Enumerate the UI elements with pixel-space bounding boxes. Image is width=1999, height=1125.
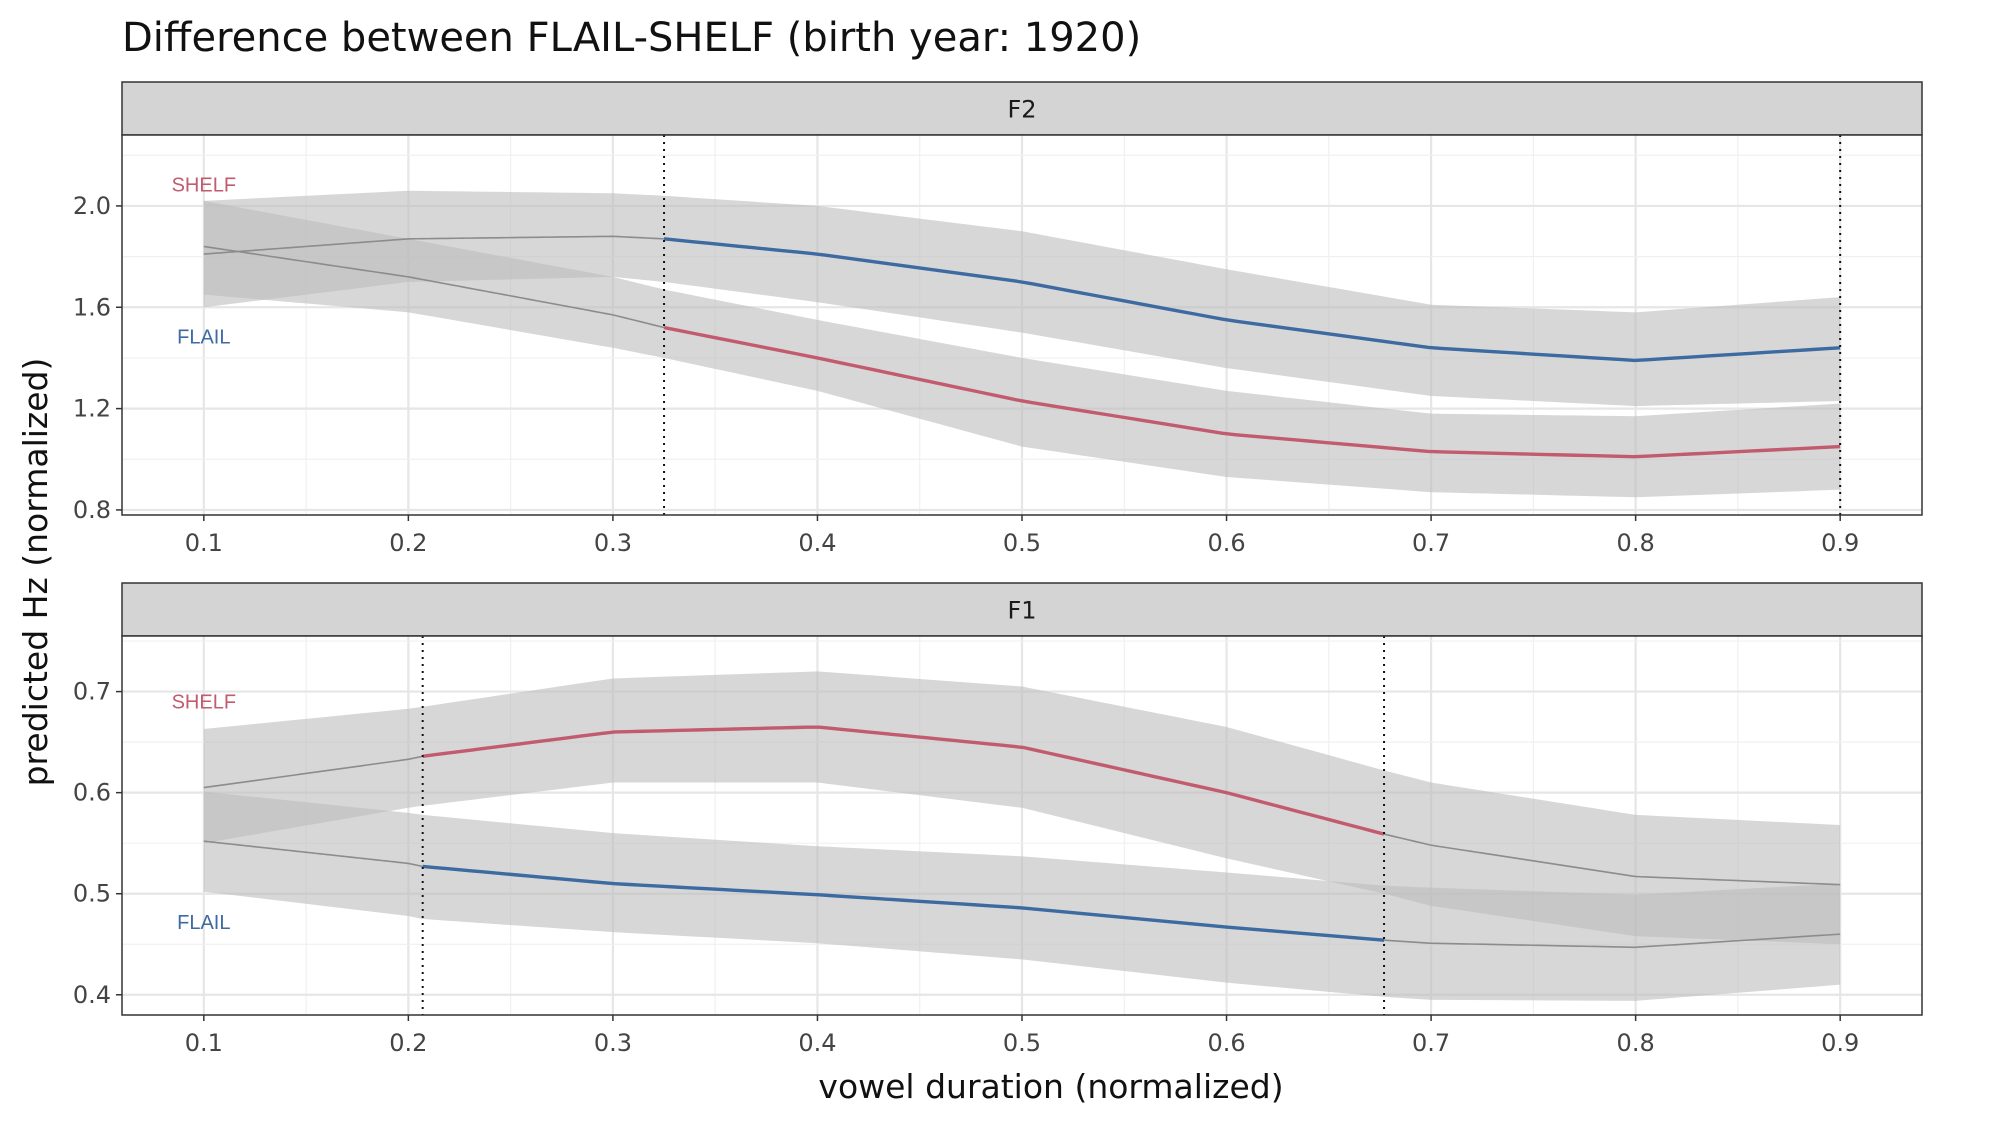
line-FLAIL [422,864,1385,942]
y-axis-title: predicted Hz (normalized) [16,358,55,787]
ribbon-SHELF [203,671,1841,945]
y-tick-label: 0.7 [73,678,111,706]
strip-background [121,582,1923,637]
ribbon-SHELF [203,200,1841,498]
panel-F2: F2 SHELF FLAIL 0.8 1.2 1.6 2.0 0.1 0.2 0.3 0.4 0.5 0… [73,81,1923,557]
x-tick-label: 0.5 [1003,529,1041,557]
x-tick-label: 0.4 [798,1029,836,1057]
chart-title: Difference between FLAIL-SHELF (birth ye… [122,15,1141,61]
x-tick-label: 0.4 [798,529,836,557]
y-tick-label: 0.8 [73,496,111,524]
ribbon-FLAIL [203,791,1841,1001]
x-tick-label: 0.6 [1207,529,1245,557]
line-SHELF [422,725,1385,836]
strip-label: F1 [1007,597,1036,625]
x-tick-label: 0.9 [1821,1029,1859,1057]
series-label-FLAIL: FLAIL [177,912,230,934]
x-tick-label: 0.7 [1412,1029,1450,1057]
x-tick-label: 0.2 [389,529,427,557]
line-FLAIL-outside [203,840,423,868]
x-tick-label: 0.5 [1003,1029,1041,1057]
line-SHELF-outside [203,755,423,789]
y-tick-label: 0.6 [73,779,111,807]
x-tick-label: 0.1 [185,1029,223,1057]
x-tick-label: 0.1 [185,529,223,557]
y-tick-label: 1.2 [73,395,111,423]
x-tick-label: 0.8 [1617,1029,1655,1057]
series-label-SHELF: SHELF [172,692,236,714]
line-SHELF-outside [1383,833,1841,886]
strip-label: F2 [1007,96,1036,124]
x-tick-label: 0.7 [1412,529,1450,557]
x-tick-label: 0.6 [1207,1029,1245,1057]
line-FLAIL [663,237,1841,363]
line-FLAIL-outside [1383,933,1841,949]
panel-F1: F1 SHELF FLAIL 0.4 0.5 0.6 0.7 0.1 0.2 0.3 0.4 0.5 0… [73,582,1923,1057]
series-label-SHELF: SHELF [172,174,236,196]
line-SHELF [663,325,1841,459]
x-axis-title: vowel duration (normalized) [818,1067,1283,1106]
y-tick-label: 2.0 [73,192,111,220]
line-SHELF-outside [203,245,665,329]
line-FLAIL-outside [203,235,665,255]
x-tick-label: 0.3 [594,1029,632,1057]
y-tick-label: 0.4 [73,981,111,1009]
x-tick-label: 0.8 [1617,529,1655,557]
ribbon-FLAIL [203,190,1841,407]
chart-panels: F2 SHELF FLAIL 0.8 1.2 1.6 2.0 0.1 0.2 0.3 0.4 0.5 0… [73,81,1923,1057]
x-tick-label: 0.2 [389,1029,427,1057]
x-tick-label: 0.3 [594,529,632,557]
series-label-FLAIL: FLAIL [177,326,230,348]
y-tick-label: 0.5 [73,880,111,908]
x-tick-label: 0.9 [1821,529,1859,557]
strip-background [121,81,1923,136]
y-tick-label: 1.6 [73,293,111,321]
